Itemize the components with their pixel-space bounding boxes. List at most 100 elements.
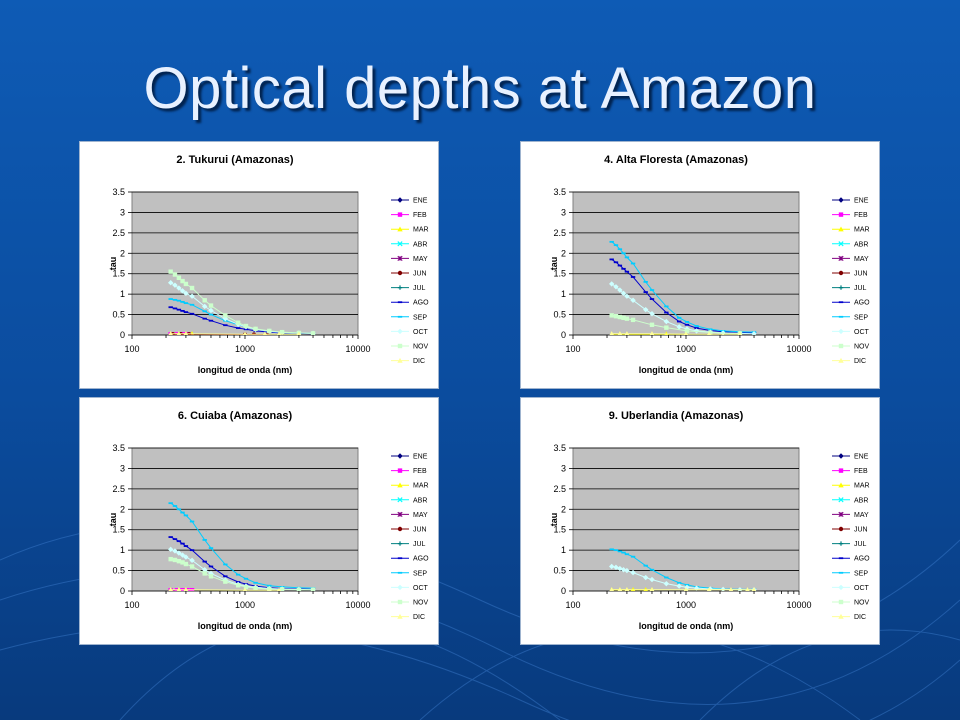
data-point <box>624 331 630 335</box>
data-point <box>708 328 713 331</box>
data-point <box>183 514 189 517</box>
x-axis-title: longitud de onda (nm) <box>198 621 292 631</box>
data-point <box>621 551 626 554</box>
series-line-sep <box>170 502 314 589</box>
legend-label: NOV <box>413 344 429 351</box>
legend-label: JUN <box>413 527 427 534</box>
data-point <box>630 317 636 323</box>
data-point <box>168 269 173 274</box>
data-point <box>608 563 615 570</box>
chart-alta-floresta: 4. Alta Floresta (Amazonas) 0 0.5 1 1.5 2 2.5 3… <box>549 154 870 375</box>
legend-label: NOV <box>854 344 870 351</box>
series-line-ago <box>170 536 314 590</box>
legend-marker <box>397 328 403 335</box>
data-point <box>176 508 182 511</box>
data-point <box>243 577 249 580</box>
data-point <box>202 310 207 313</box>
data-point <box>179 552 186 558</box>
legend-marker <box>838 285 844 290</box>
data-point <box>693 328 700 334</box>
y-tick-label: 1 <box>561 289 566 299</box>
data-point <box>617 248 623 251</box>
legend-label: DIC <box>854 358 866 365</box>
data-point <box>664 305 669 308</box>
legend-label: DIC <box>413 358 425 365</box>
chart-panel-uberlandia: 9. Uberlandia (Amazonas) 0 0.5 1 1.5 2 2.5 3 3.5… <box>520 397 880 645</box>
legend-marker <box>838 270 844 276</box>
legend-marker <box>397 571 403 574</box>
data-point <box>172 538 178 541</box>
data-point <box>649 289 655 291</box>
legend-label: ENE <box>413 198 428 205</box>
series-nov <box>609 313 743 335</box>
series-line-ago <box>611 258 755 334</box>
legend-marker <box>397 255 403 261</box>
data-point <box>235 573 241 576</box>
data-point <box>617 550 623 553</box>
legend-marker <box>838 315 844 318</box>
legend: ENE FEB MAR ABR MAY JUN JUL AGO SEP OCT NOV DIC <box>391 197 429 365</box>
data-point <box>664 576 669 579</box>
legend-marker <box>397 541 403 546</box>
x-tick-label: 10000 <box>345 600 370 610</box>
y-tick-label: 1 <box>120 289 125 299</box>
data-point <box>609 548 614 551</box>
legend-label: AGO <box>854 300 870 307</box>
y-axis-title: tau <box>549 257 559 271</box>
data-point <box>243 584 249 590</box>
legend-marker <box>397 599 403 605</box>
data-point <box>172 505 178 507</box>
y-tick-label: 0 <box>561 586 566 596</box>
y-tick-label: 1.5 <box>112 269 125 279</box>
y-tick-label: 3 <box>561 207 566 217</box>
legend-label: JUN <box>854 271 868 278</box>
data-point <box>180 301 185 303</box>
legend-marker <box>838 497 844 503</box>
legend-marker <box>838 468 844 473</box>
data-point <box>172 282 178 288</box>
legend-label: ENE <box>854 454 869 461</box>
data-point <box>172 272 178 277</box>
legend-label: ABR <box>413 497 427 504</box>
data-point <box>613 284 619 290</box>
legend-marker <box>397 557 403 560</box>
legend-marker <box>838 482 844 488</box>
legend-marker <box>397 226 403 232</box>
legend-marker <box>397 315 403 318</box>
legend-marker <box>397 497 403 503</box>
x-tick-label: 100 <box>124 344 139 354</box>
data-point <box>262 331 267 335</box>
legend: ENE FEB MAR ABR MAY JUN JUL AGO SEP OCT NOV DIC <box>832 197 870 365</box>
data-point <box>253 581 258 584</box>
legend-marker <box>838 541 844 546</box>
y-tick-label: 1.5 <box>553 525 566 535</box>
legend-label: AGO <box>413 556 429 563</box>
chart-uberlandia: 9. Uberlandia (Amazonas) 0 0.5 1 1.5 2 2.5 3 3.5… <box>549 410 870 631</box>
data-point <box>643 280 648 283</box>
legend-label: DIC <box>413 614 425 621</box>
legend-marker <box>838 557 844 560</box>
legend-label: ABR <box>854 241 868 248</box>
legend-marker <box>838 613 844 619</box>
data-point <box>684 331 688 335</box>
data-point <box>649 322 655 327</box>
data-point <box>684 328 690 334</box>
chart-title: 6. Cuiaba (Amazonas) <box>178 410 293 422</box>
data-point <box>613 564 619 571</box>
legend-marker <box>397 613 403 619</box>
data-point <box>676 320 682 323</box>
data-point <box>223 313 228 318</box>
data-point <box>168 587 173 591</box>
data-point <box>176 540 182 543</box>
y-axis-title: tau <box>108 513 118 527</box>
data-point <box>621 267 626 270</box>
legend-marker <box>397 197 403 203</box>
data-point <box>180 511 185 514</box>
data-point <box>609 587 614 591</box>
data-point <box>649 298 655 300</box>
x-tick-label: 100 <box>565 344 580 354</box>
data-point <box>183 311 189 314</box>
y-tick-label: 0 <box>120 586 125 596</box>
x-axis-title: longitud de onda (nm) <box>639 621 733 631</box>
legend-marker <box>397 357 403 363</box>
